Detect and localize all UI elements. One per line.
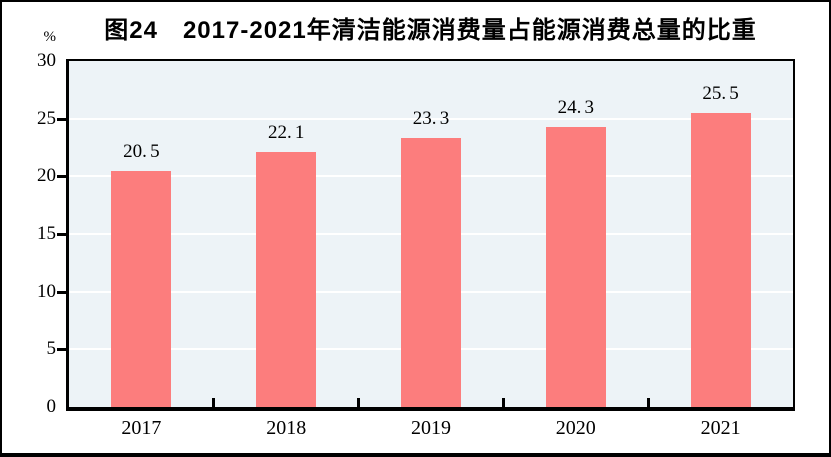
x-tick-mark-1 — [212, 398, 216, 407]
y-tick-mark-5 — [57, 348, 66, 352]
x-tick-label-2019: 2019 — [411, 417, 451, 439]
bar-value-label-2018: 22. 1 — [267, 122, 305, 144]
y-axis-unit-label: % — [43, 29, 57, 45]
y-tick-label-0: 0 — [46, 396, 57, 417]
y-tick-label-5: 5 — [46, 338, 57, 360]
x-tick-mark-4 — [646, 398, 650, 407]
bar-2020 — [545, 126, 606, 407]
chart-title: 图24 2017-2021年清洁能源消费量占能源消费总量的比重 — [104, 17, 757, 44]
gridline-25 — [69, 117, 793, 120]
bar-2017 — [111, 170, 172, 407]
plot-inner: 20. 5 22. 1 23. 3 24. 3 25. 5 — [69, 61, 793, 407]
y-tick-mark-25 — [57, 117, 66, 121]
y-tick-label-20: 20 — [37, 165, 56, 187]
y-tick-mark-15 — [57, 233, 66, 236]
bar-value-label-2019: 23. 3 — [412, 108, 450, 130]
x-tick-mark-2 — [357, 398, 361, 407]
x-tick-label-2018: 2018 — [266, 417, 307, 439]
y-tick-label-30: 30 — [37, 50, 56, 71]
plot-area: 20. 5 22. 1 23. 3 24. 3 25. 5 — [66, 59, 795, 411]
y-tick-mark-20 — [57, 175, 66, 179]
bar-2018 — [256, 152, 317, 407]
x-tick-label-2017: 2017 — [121, 417, 162, 439]
bar-value-label-2017: 20. 5 — [123, 140, 160, 162]
y-tick-label-10: 10 — [37, 280, 56, 302]
bar-value-label-2021: 25. 5 — [702, 82, 739, 104]
y-tick-mark-10 — [57, 290, 66, 294]
x-tick-label-2020: 2020 — [555, 417, 596, 439]
bar-value-label-2020: 24. 3 — [557, 96, 594, 118]
bar-2019 — [401, 138, 461, 407]
y-tick-label-25: 25 — [37, 107, 56, 129]
bar-2021 — [690, 112, 751, 407]
y-tick-label-15: 15 — [37, 223, 56, 244]
x-tick-label-2021: 2021 — [700, 417, 741, 439]
x-tick-mark-3 — [501, 398, 505, 407]
